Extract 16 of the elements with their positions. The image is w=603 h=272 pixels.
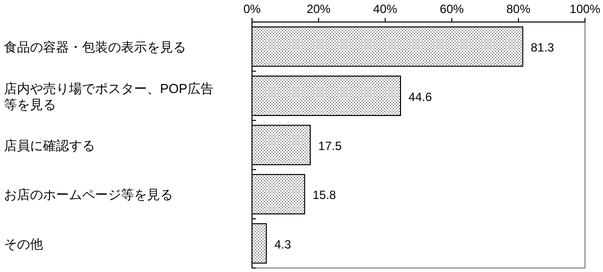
data-label: 15.8 xyxy=(312,188,336,202)
x-tick-label: 40% xyxy=(373,2,398,16)
x-tick-label: 60% xyxy=(440,2,464,16)
y-tick-label: 店内や売り場でポスター、POP広告等を見る xyxy=(4,80,214,112)
x-tick-label: 0% xyxy=(243,2,261,16)
y-tick-label: 店員に確認する xyxy=(4,138,95,153)
x-tick-label: 100% xyxy=(570,2,601,16)
data-label: 44.6 xyxy=(408,90,432,104)
y-tick-label: 食品の容器・包装の表示を見る xyxy=(4,40,186,55)
y-tick-label: その他 xyxy=(4,236,43,252)
x-tick-label: 20% xyxy=(306,2,331,16)
x-tick-label: 80% xyxy=(506,2,531,16)
y-tick-label: お店のホームページ等を見る xyxy=(4,187,173,202)
data-label: 17.5 xyxy=(318,139,342,153)
data-label: 81.3 xyxy=(530,40,554,55)
data-label: 4.3 xyxy=(274,237,292,252)
